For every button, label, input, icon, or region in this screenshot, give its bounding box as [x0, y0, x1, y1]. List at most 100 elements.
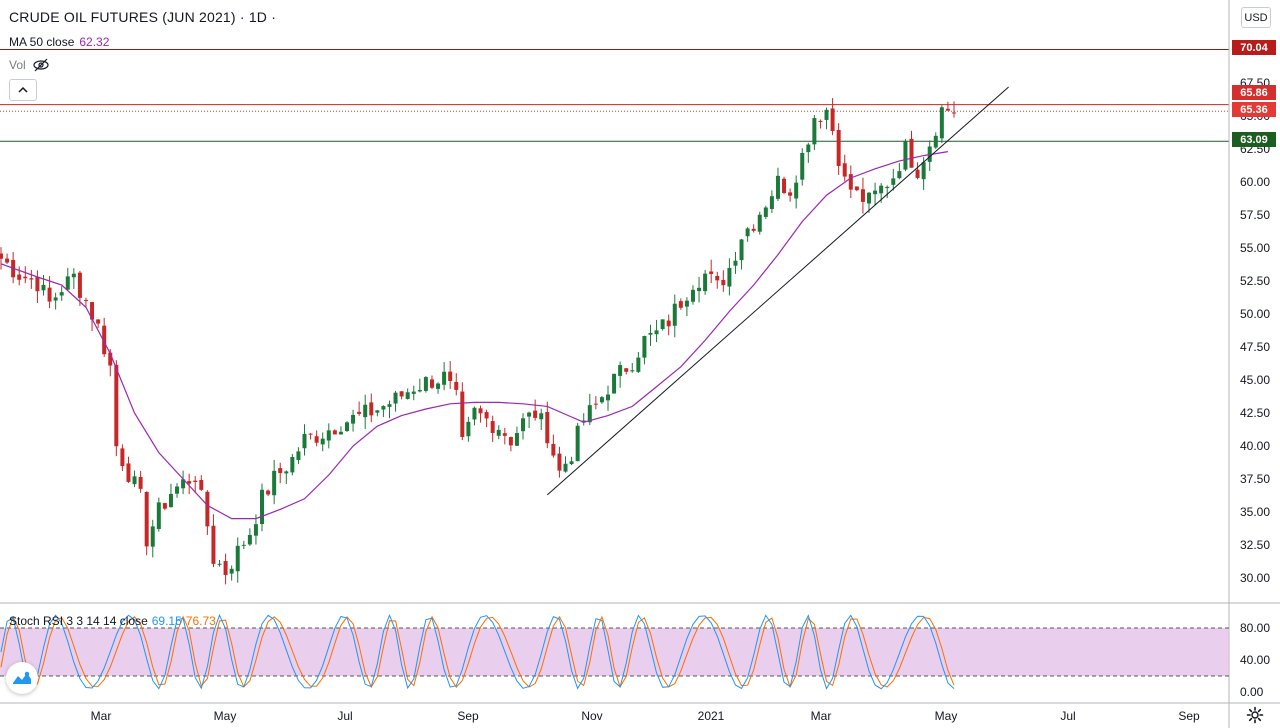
stoch-k-value: 69.15: [151, 614, 182, 628]
candle-body: [338, 431, 343, 435]
candle-body: [478, 408, 483, 414]
candle-body: [514, 433, 519, 446]
candle-body: [782, 178, 787, 193]
candle-body: [727, 267, 732, 287]
candle-body: [788, 192, 793, 196]
ma-legend[interactable]: MA 50 close 62.32: [9, 35, 109, 49]
candle-body: [83, 300, 88, 302]
candle-body: [429, 379, 434, 388]
candle-body: [266, 490, 271, 495]
price-tag-70: 70.04: [1232, 40, 1276, 55]
candle-body: [660, 319, 665, 330]
time-tick-label: 2021: [698, 709, 725, 723]
candle-body: [593, 403, 598, 405]
candle-body: [551, 443, 556, 456]
time-tick-label: Mar: [91, 709, 112, 723]
candle-body: [235, 545, 240, 572]
candle-body: [205, 491, 210, 527]
candle-body: [636, 357, 641, 372]
candle-body: [369, 402, 374, 416]
candle-body: [59, 292, 64, 296]
candle-body: [381, 406, 386, 410]
candle-body: [533, 410, 538, 418]
candle-body: [599, 397, 604, 403]
candle-body: [854, 186, 859, 191]
time-tick-label: Mar: [811, 709, 832, 723]
candle-body: [77, 272, 82, 298]
candle-body: [181, 479, 186, 489]
candle-body: [484, 412, 489, 419]
candle-body: [848, 174, 853, 190]
candle-body: [393, 392, 398, 404]
time-tick-label: Sep: [457, 709, 479, 723]
candle-body: [175, 486, 180, 494]
price-tag-high: 65.86: [1232, 85, 1276, 100]
price-tick-label: 47.50: [1240, 340, 1270, 354]
candle-body: [65, 276, 70, 290]
candle-body: [642, 336, 647, 358]
candle-body: [606, 394, 610, 401]
candle-body: [53, 297, 58, 301]
candle-body: [5, 258, 10, 263]
price-tick-label: 32.50: [1240, 538, 1270, 552]
candle-body: [0, 253, 3, 259]
candle-body: [290, 457, 295, 473]
candle-body: [879, 185, 884, 194]
candle-body: [193, 480, 198, 483]
candle-body: [812, 118, 817, 145]
chevron-up-icon: [18, 86, 28, 93]
candle-body: [247, 534, 252, 545]
time-tick-label: May: [214, 709, 237, 723]
currency-button[interactable]: USD: [1241, 7, 1271, 28]
candle-body: [951, 112, 956, 114]
candle-body: [150, 526, 155, 547]
candle-body: [697, 287, 702, 292]
time-tick-label: Nov: [581, 709, 602, 723]
candle-body: [357, 411, 362, 414]
candle-body: [745, 228, 750, 237]
candle-body: [405, 392, 410, 399]
candle-body: [909, 138, 914, 168]
candle-body: [108, 352, 113, 366]
stoch-rsi-legend[interactable]: Stoch RSI 3 3 14 14 close 69.15 76.73: [9, 614, 216, 628]
candle-body: [842, 163, 847, 177]
candle-body: [775, 175, 780, 199]
candle-body: [168, 493, 173, 508]
price-tag-last: 65.36: [1232, 102, 1276, 117]
price-tick-label: 57.50: [1240, 208, 1270, 222]
candle-body: [132, 476, 137, 485]
eye-hidden-icon[interactable]: [32, 58, 50, 72]
candle-body: [703, 273, 708, 292]
ma50-line: [0, 151, 948, 520]
candle-body: [581, 420, 586, 423]
candle-body: [466, 421, 471, 437]
candle-body: [806, 144, 811, 153]
settings-gear-icon[interactable]: [1246, 706, 1264, 724]
candle-body: [873, 190, 878, 195]
ma-label: MA 50 close: [9, 35, 75, 49]
candle-body: [278, 468, 283, 474]
horizontal-levels: [0, 48, 1229, 142]
candle-body: [800, 152, 805, 180]
vol-legend[interactable]: Vol: [9, 58, 50, 72]
candle-body: [223, 561, 228, 575]
candle-body: [35, 276, 40, 292]
candle-body: [187, 481, 192, 484]
collapse-legend-button[interactable]: [9, 79, 37, 101]
time-tick-label: Jul: [1060, 709, 1075, 723]
symbol-title[interactable]: CRUDE OIL FUTURES (JUN 2021) · 1D ·: [9, 9, 277, 25]
time-tick-label: Jul: [337, 709, 352, 723]
candle-body: [41, 284, 46, 291]
candle-body: [199, 480, 204, 490]
candle-body: [260, 489, 265, 524]
candle-body: [496, 429, 501, 436]
candle-body: [448, 371, 453, 382]
candle-body: [672, 303, 677, 326]
candle-body: [721, 279, 726, 286]
tradingview-logo-icon[interactable]: [6, 662, 38, 694]
candle-body: [945, 108, 950, 111]
candle-body: [96, 319, 101, 324]
candlestick-series: [0, 98, 956, 585]
